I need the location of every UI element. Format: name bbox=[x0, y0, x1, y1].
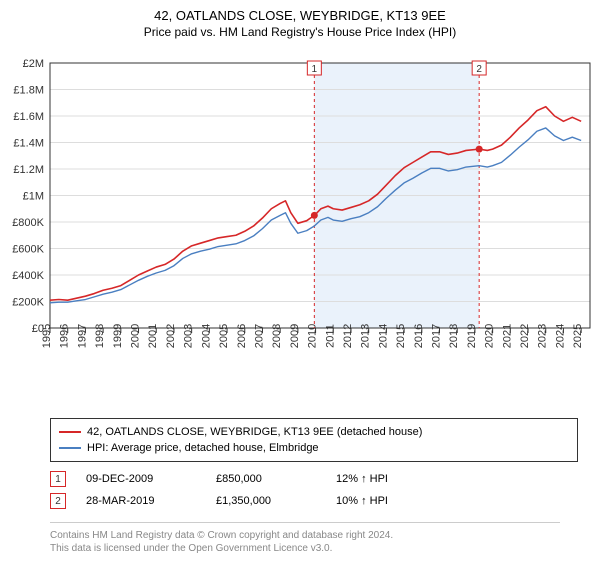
svg-text:£2M: £2M bbox=[23, 58, 44, 70]
svg-text:£400K: £400K bbox=[12, 270, 44, 282]
svg-text:£1M: £1M bbox=[23, 191, 44, 203]
legend-label: 42, OATLANDS CLOSE, WEYBRIDGE, KT13 9EE … bbox=[87, 426, 422, 438]
svg-text:£600K: £600K bbox=[12, 244, 44, 256]
attribution: Contains HM Land Registry data © Crown c… bbox=[50, 522, 560, 555]
chart-subtitle: Price paid vs. HM Land Registry's House … bbox=[0, 25, 600, 39]
transaction-row: 2 28-MAR-2019£1,350,00010% ↑ HPI bbox=[50, 490, 560, 512]
svg-text:£1.8M: £1.8M bbox=[13, 85, 44, 97]
chart-container: 42, OATLANDS CLOSE, WEYBRIDGE, KT13 9EE … bbox=[0, 8, 600, 568]
transaction-row: 1 09-DEC-2009£850,00012% ↑ HPI bbox=[50, 468, 560, 490]
svg-text:£1.6M: £1.6M bbox=[13, 111, 44, 123]
svg-text:2000: 2000 bbox=[130, 324, 142, 348]
svg-text:2013: 2013 bbox=[360, 324, 372, 348]
svg-text:1998: 1998 bbox=[94, 324, 106, 348]
svg-text:1: 1 bbox=[312, 64, 318, 75]
svg-text:2024: 2024 bbox=[554, 324, 566, 348]
svg-text:2012: 2012 bbox=[342, 324, 354, 348]
svg-text:2023: 2023 bbox=[537, 324, 549, 348]
transaction-pct: 12% ↑ HPI bbox=[336, 473, 476, 485]
svg-text:2014: 2014 bbox=[377, 324, 389, 348]
svg-text:£800K: £800K bbox=[12, 217, 44, 229]
svg-text:1996: 1996 bbox=[59, 324, 71, 348]
attribution-line-1: Contains HM Land Registry data © Crown c… bbox=[50, 529, 560, 542]
legend-swatch bbox=[59, 431, 81, 433]
svg-text:2002: 2002 bbox=[165, 324, 177, 348]
svg-text:2006: 2006 bbox=[236, 324, 248, 348]
svg-text:2018: 2018 bbox=[448, 324, 460, 348]
svg-text:2019: 2019 bbox=[466, 324, 478, 348]
svg-text:2003: 2003 bbox=[183, 324, 195, 348]
transaction-price: £850,000 bbox=[216, 473, 336, 485]
svg-text:1997: 1997 bbox=[76, 324, 88, 348]
legend-label: HPI: Average price, detached house, Elmb… bbox=[87, 442, 319, 454]
svg-text:2022: 2022 bbox=[519, 324, 531, 348]
transaction-date: 09-DEC-2009 bbox=[86, 473, 216, 485]
svg-text:2004: 2004 bbox=[200, 324, 212, 348]
svg-text:2005: 2005 bbox=[218, 324, 230, 348]
svg-text:2021: 2021 bbox=[501, 324, 513, 348]
attribution-line-2: This data is licensed under the Open Gov… bbox=[50, 542, 560, 555]
transactions-table: 1 09-DEC-2009£850,00012% ↑ HPI 2 28-MAR-201… bbox=[50, 468, 560, 512]
svg-text:£1.2M: £1.2M bbox=[13, 164, 44, 176]
transaction-marker: 2 bbox=[50, 493, 66, 509]
transaction-pct: 10% ↑ HPI bbox=[336, 495, 476, 507]
legend: 42, OATLANDS CLOSE, WEYBRIDGE, KT13 9EE … bbox=[50, 418, 578, 462]
svg-text:2020: 2020 bbox=[484, 324, 496, 348]
transaction-date: 28-MAR-2019 bbox=[86, 495, 216, 507]
svg-text:1999: 1999 bbox=[112, 324, 124, 348]
legend-swatch bbox=[59, 447, 81, 449]
svg-text:2010: 2010 bbox=[307, 324, 319, 348]
transaction-marker: 1 bbox=[50, 471, 66, 487]
svg-text:2001: 2001 bbox=[147, 324, 159, 348]
svg-text:2017: 2017 bbox=[431, 324, 443, 348]
legend-row: HPI: Average price, detached house, Elmb… bbox=[59, 440, 569, 456]
svg-text:£1.4M: £1.4M bbox=[13, 138, 44, 150]
svg-text:2007: 2007 bbox=[253, 324, 265, 348]
chart-title: 42, OATLANDS CLOSE, WEYBRIDGE, KT13 9EE bbox=[0, 8, 600, 23]
svg-text:£200K: £200K bbox=[12, 297, 44, 309]
svg-text:2016: 2016 bbox=[413, 324, 425, 348]
legend-row: 42, OATLANDS CLOSE, WEYBRIDGE, KT13 9EE … bbox=[59, 424, 569, 440]
chart-plot-area: £0£200K£400K£600K£800K£1M£1.2M£1.4M£1.6M… bbox=[0, 58, 600, 388]
svg-text:2015: 2015 bbox=[395, 324, 407, 348]
transaction-price: £1,350,000 bbox=[216, 495, 336, 507]
svg-text:2: 2 bbox=[476, 64, 482, 75]
svg-text:2008: 2008 bbox=[271, 324, 283, 348]
svg-text:2025: 2025 bbox=[572, 324, 584, 348]
svg-text:2009: 2009 bbox=[289, 324, 301, 348]
svg-text:1995: 1995 bbox=[41, 324, 53, 348]
